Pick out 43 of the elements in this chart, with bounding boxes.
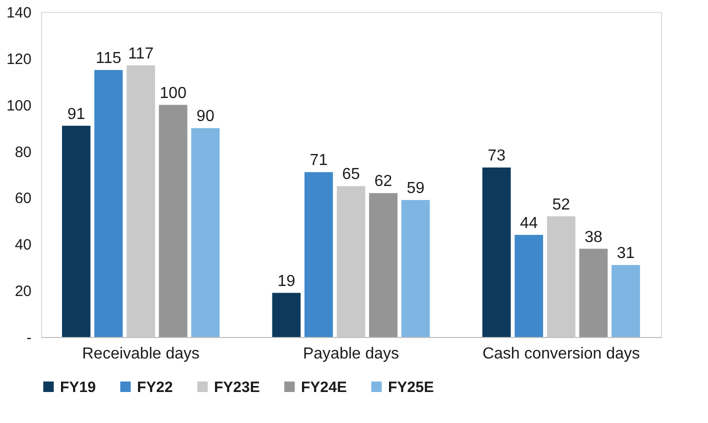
- data-label: 62: [374, 173, 392, 190]
- bar: [401, 200, 430, 337]
- y-tick-label: 80: [14, 144, 32, 161]
- bar: [191, 128, 220, 337]
- data-label: 19: [278, 272, 296, 290]
- legend-label: FY25E: [388, 378, 434, 396]
- data-label: 65: [342, 166, 360, 184]
- bar: [514, 234, 544, 337]
- bar: [62, 126, 90, 337]
- y-tick-label: 140: [6, 4, 32, 22]
- data-label: 59: [406, 180, 425, 198]
- data-label: 44: [520, 214, 538, 232]
- bar: [612, 265, 640, 337]
- data-label: 71: [310, 152, 328, 170]
- bar: [482, 168, 511, 337]
- bar: [272, 292, 301, 337]
- legend-label: FY19: [60, 378, 96, 396]
- data-label: 90: [196, 108, 214, 126]
- legend-label: FY23E: [214, 378, 260, 396]
- data-label: 38: [584, 228, 602, 246]
- data-label: 115: [96, 50, 122, 68]
- data-label: 100: [160, 84, 187, 102]
- data-label: 31: [616, 245, 635, 262]
- bar: [94, 70, 123, 337]
- data-label: 91: [67, 106, 86, 123]
- bar: [369, 193, 398, 337]
- x-tick-label: Cash conversion days: [482, 346, 640, 362]
- y-tick-label: 40: [14, 236, 32, 254]
- bar: [158, 104, 188, 337]
- bar: [579, 248, 608, 337]
- y-tick-label: 100: [6, 97, 32, 114]
- x-tick-label: Receivable days: [82, 346, 200, 362]
- bar: [304, 172, 333, 337]
- y-tick-label: 20: [14, 283, 32, 300]
- x-tick-label: Payable days: [302, 346, 400, 362]
- y-tick-label: -: [26, 330, 32, 346]
- y-tick-label: 120: [6, 50, 32, 68]
- data-label: 117: [128, 45, 154, 62]
- data-label: 73: [488, 148, 506, 165]
- legend-label: FY24E: [301, 378, 347, 396]
- legend-label: FY22: [137, 378, 173, 396]
- y-tick-label: 60: [14, 190, 32, 208]
- data-label: 52: [552, 196, 570, 214]
